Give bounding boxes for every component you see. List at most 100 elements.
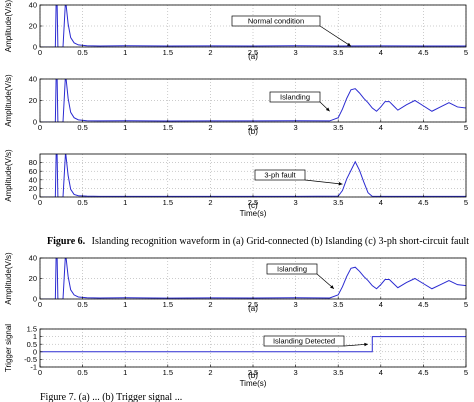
y-axis-label: Amplitude(V/s) xyxy=(4,252,13,305)
x-tick-label: 1.5 xyxy=(163,123,173,132)
annotation-arrowhead xyxy=(338,181,343,186)
x-tick-label: 2 xyxy=(208,48,212,57)
figure6-caption-label: Figure 6. xyxy=(47,236,86,247)
y-tick-label: 1 xyxy=(33,332,37,341)
x-tick-label: 5 xyxy=(464,123,468,132)
x-tick-label: 2 xyxy=(208,123,212,132)
x-tick-label: 4 xyxy=(379,368,383,377)
x-tick-label: 4.5 xyxy=(418,300,428,309)
annotation-box xyxy=(269,91,321,103)
y-tick-label: 40 xyxy=(29,75,37,84)
x-tick-label: 1.5 xyxy=(163,368,173,377)
x-axis-label: Time(s) xyxy=(240,209,267,218)
y-tick-label: 20 xyxy=(29,22,37,31)
annotation-arrow-line xyxy=(304,179,343,185)
y-axis-label: Amplitude(V/s) xyxy=(4,149,13,202)
y-tick-label: 60 xyxy=(29,167,37,176)
x-tick-label: 1 xyxy=(123,48,127,57)
y-tick-label: -0.5 xyxy=(24,355,37,364)
x-tick-label: 2.5 xyxy=(248,123,258,132)
panel-label: (c) xyxy=(248,201,258,210)
y-axis-label: Amplitude(V/s) xyxy=(4,74,13,127)
panel-label: (b) xyxy=(248,371,258,380)
x-tick-label: 3.5 xyxy=(333,48,343,57)
series-line-1 xyxy=(40,336,466,353)
y-tick-label: 40 xyxy=(29,175,37,184)
annotation-box xyxy=(254,169,306,181)
annotation-label: Normal condition xyxy=(248,17,304,26)
annotation-box xyxy=(266,263,318,275)
x-tick-label: 3 xyxy=(294,48,298,57)
x-tick-label: 3.5 xyxy=(333,300,343,309)
y-tick-label: 40 xyxy=(29,1,37,10)
x-tick-label: 3 xyxy=(294,368,298,377)
annotation-label: Islanding xyxy=(277,265,307,274)
y-tick-label: 20 xyxy=(29,96,37,105)
x-tick-label: 1.5 xyxy=(163,300,173,309)
panel-label: (b) xyxy=(248,127,258,136)
x-tick-label: 5 xyxy=(464,300,468,309)
x-tick-label: 0.5 xyxy=(77,123,87,132)
x-tick-label: 1 xyxy=(123,300,127,309)
x-tick-label: 5 xyxy=(464,368,468,377)
chart-panel-5: 0 0.5 1 1.5 2 2.5 3 3.5 4 4.5 5-1-0.500.511.5Trigg… xyxy=(4,324,468,388)
x-tick-label: 3.5 xyxy=(333,123,343,132)
annotation-arrow-line xyxy=(343,343,369,347)
x-tick-label: 3 xyxy=(294,198,298,207)
y-tick-label: 0 xyxy=(33,43,37,52)
x-tick-label: 2 xyxy=(208,198,212,207)
panel-label: (a) xyxy=(248,52,258,61)
annotation-arrowhead xyxy=(364,342,369,347)
y-tick-label: 20 xyxy=(29,274,37,283)
x-tick-label: 0.5 xyxy=(77,198,87,207)
x-tick-label: 0.5 xyxy=(77,48,87,57)
x-tick-label: 4.5 xyxy=(418,48,428,57)
y-tick-label: 40 xyxy=(29,254,37,263)
x-tick-label: 4.5 xyxy=(418,198,428,207)
x-axis-label: Time(s) xyxy=(240,379,267,388)
x-tick-label: 0 xyxy=(38,123,42,132)
x-tick-label: 2.5 xyxy=(248,368,258,377)
x-tick-label: 0 xyxy=(38,368,42,377)
x-tick-label: 4 xyxy=(379,123,383,132)
x-tick-label: 4.5 xyxy=(418,368,428,377)
chart-panel-2: 0 0.5 1 1.5 2 2.5 3 3.5 4 4.5 5 0 20 40 Amplitude(V/s)… xyxy=(4,74,468,136)
x-tick-label: 3.5 xyxy=(333,198,343,207)
y-tick-label: 0 xyxy=(33,193,37,202)
y-axis-label: Trigger signal xyxy=(4,324,13,372)
x-tick-label: 2 xyxy=(208,300,212,309)
x-tick-label: 1 xyxy=(123,198,127,207)
y-tick-label: -1 xyxy=(30,363,37,372)
y-tick-label: 0 xyxy=(33,347,37,356)
annotation-label: Islanding xyxy=(280,93,310,102)
y-tick-label: 0.5 xyxy=(27,340,37,349)
x-tick-label: 0 xyxy=(38,300,42,309)
x-tick-label: 5 xyxy=(464,198,468,207)
y-tick-label: 80 xyxy=(29,158,37,167)
x-tick-label: 2.5 xyxy=(248,198,258,207)
panel-label: (a) xyxy=(248,304,258,313)
figure6-caption-text: Islanding recognition waveform in (a) Gr… xyxy=(92,236,470,247)
annotation-box xyxy=(231,15,321,27)
x-tick-label: 5 xyxy=(464,48,468,57)
x-tick-label: 4 xyxy=(379,300,383,309)
x-tick-label: 2.5 xyxy=(248,48,258,57)
x-tick-label: 4 xyxy=(379,198,383,207)
annotation-box xyxy=(263,335,345,347)
x-tick-label: 1.5 xyxy=(163,198,173,207)
y-axis-label: Amplitude(V/s) xyxy=(4,0,13,52)
x-tick-label: 4 xyxy=(379,48,383,57)
annotation-arrowhead xyxy=(330,285,334,289)
series-line-1 xyxy=(40,258,466,299)
y-tick-label: 0 xyxy=(33,295,37,304)
x-tick-label: 0 xyxy=(38,48,42,57)
x-tick-label: 1 xyxy=(123,123,127,132)
chart-panel-4: 0 0.5 1 1.5 2 2.5 3 3.5 4 4.5 5 0 20 40 Amplitude(V/s)… xyxy=(4,252,468,313)
x-tick-label: 0 xyxy=(38,198,42,207)
x-tick-label: 3 xyxy=(294,300,298,309)
annotation-arrowhead xyxy=(325,107,330,112)
x-tick-label: 0.5 xyxy=(77,300,87,309)
x-tick-label: 3 xyxy=(294,123,298,132)
